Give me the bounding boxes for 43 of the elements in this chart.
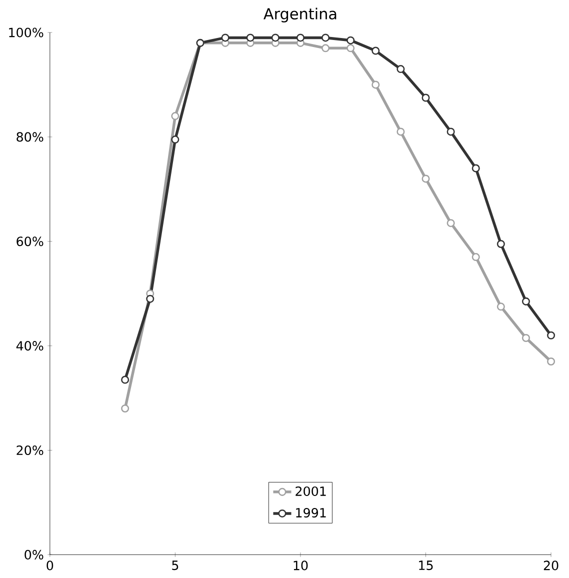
x-tick-label: 20 [544, 560, 558, 570]
point [121, 376, 130, 384]
point [271, 34, 280, 42]
point [472, 253, 480, 262]
point [496, 240, 505, 248]
point [346, 36, 355, 44]
point [146, 294, 154, 303]
point [372, 80, 380, 89]
point [171, 136, 180, 144]
x-tick-label: 10 [294, 560, 308, 570]
legend-label: 1991 [296, 508, 326, 518]
point [221, 34, 230, 42]
point [246, 34, 254, 42]
point [322, 34, 330, 42]
point [496, 302, 505, 311]
point [422, 94, 430, 102]
point [472, 164, 480, 172]
point [296, 34, 305, 42]
point [446, 128, 455, 136]
chart-title: Argentina [264, 8, 336, 22]
point [522, 297, 530, 306]
y-tick-label: 100% [9, 28, 44, 38]
y-tick-label: 20% [16, 445, 44, 456]
y-tick-label: 0% [24, 550, 44, 560]
point [522, 334, 530, 342]
point [396, 65, 405, 74]
point [396, 128, 405, 136]
point [121, 404, 130, 412]
y-tick-label: 40% [16, 341, 44, 351]
y-tick-label: 80% [16, 132, 44, 142]
point [547, 331, 556, 340]
point [346, 44, 355, 52]
y-tick-label: 60% [16, 236, 44, 246]
point [446, 219, 455, 228]
x-tick-label: 15 [419, 560, 433, 570]
point [372, 46, 380, 55]
x-tick-label: 0 [46, 560, 54, 570]
point [322, 44, 330, 52]
x-tick-label: 5 [172, 560, 178, 570]
legend-label: 2001 [296, 486, 326, 496]
point [171, 112, 180, 120]
point [422, 174, 430, 183]
point [547, 357, 556, 366]
